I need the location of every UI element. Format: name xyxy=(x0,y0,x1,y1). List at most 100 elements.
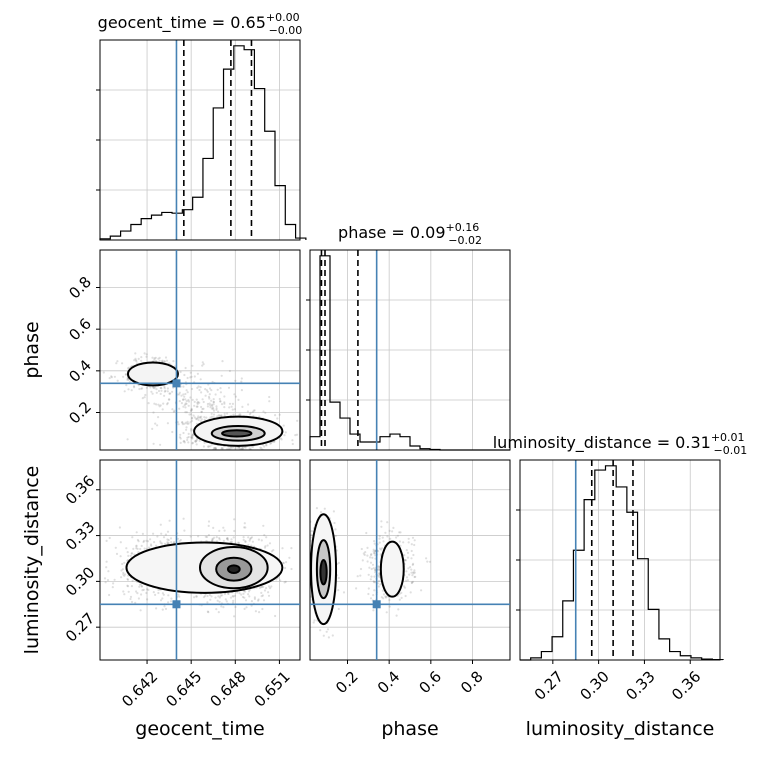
sample-point xyxy=(204,535,207,538)
sample-point xyxy=(187,404,190,407)
sample-point xyxy=(168,398,171,401)
sample-point xyxy=(105,566,108,569)
sample-point xyxy=(207,445,210,448)
sample-point xyxy=(213,447,216,450)
sample-point xyxy=(270,441,273,445)
sample-point xyxy=(323,507,326,510)
sample-point xyxy=(270,585,273,588)
sample-point xyxy=(223,402,226,405)
sample-point xyxy=(206,594,209,598)
sample-point xyxy=(182,405,185,408)
sample-point xyxy=(197,418,200,422)
sample-point xyxy=(169,392,172,395)
sample-point xyxy=(373,589,376,592)
sample-point xyxy=(171,430,174,434)
sample-point xyxy=(222,539,225,543)
sample-point xyxy=(252,409,255,412)
sample-point xyxy=(215,408,218,411)
sample-point xyxy=(162,593,165,596)
sample-point xyxy=(208,593,211,597)
sample-point xyxy=(136,538,139,542)
sample-point xyxy=(268,400,271,403)
sample-point xyxy=(226,537,229,541)
sample-point xyxy=(372,550,375,553)
sample-point xyxy=(127,554,130,558)
sample-point xyxy=(133,359,136,362)
sample-point xyxy=(230,405,233,408)
sample-point xyxy=(384,531,387,534)
sample-point xyxy=(140,544,143,548)
sample-point xyxy=(196,372,199,375)
sample-point xyxy=(125,373,128,376)
sample-point xyxy=(137,357,140,360)
sample-point xyxy=(425,557,428,560)
sample-point xyxy=(373,575,376,578)
sample-point xyxy=(167,539,170,542)
truth-marker xyxy=(172,379,181,388)
sample-point xyxy=(333,521,336,525)
sample-point xyxy=(284,580,287,583)
sample-point xyxy=(251,540,254,543)
sample-point xyxy=(244,526,247,529)
sample-point xyxy=(337,589,340,592)
sample-point xyxy=(212,526,215,530)
sample-point xyxy=(236,446,239,449)
sample-point xyxy=(141,589,144,592)
sample-point xyxy=(149,386,152,389)
sample-point xyxy=(273,440,276,443)
sample-point xyxy=(274,414,277,417)
sample-point xyxy=(378,535,381,538)
sample-point xyxy=(146,588,149,591)
sample-point xyxy=(239,413,242,416)
sample-point xyxy=(403,586,407,589)
sample-point xyxy=(201,398,204,401)
sample-point xyxy=(282,561,285,564)
sample-point xyxy=(251,410,254,414)
sample-point xyxy=(413,543,416,547)
sample-point xyxy=(210,407,214,410)
sample-point xyxy=(342,591,346,594)
sample-point xyxy=(260,539,263,542)
sample-point xyxy=(145,386,148,389)
sample-point xyxy=(116,379,119,382)
sample-point xyxy=(379,553,382,556)
sample-point xyxy=(191,437,194,440)
sample-point xyxy=(222,606,225,609)
sample-point xyxy=(243,526,246,529)
sample-point xyxy=(262,599,266,602)
sample-point xyxy=(408,573,411,576)
sample-point xyxy=(210,595,213,598)
sample-point xyxy=(113,578,116,581)
sample-point xyxy=(119,555,122,558)
sample-point xyxy=(161,359,164,362)
sample-point xyxy=(204,388,207,391)
sample-point xyxy=(247,543,250,547)
contour xyxy=(319,559,328,586)
sample-point xyxy=(159,523,162,526)
scatter-luminosity_distance-vs-geocent_time xyxy=(99,459,301,661)
sample-point xyxy=(406,556,410,559)
sample-point xyxy=(242,592,245,595)
sample-point xyxy=(283,434,286,437)
sample-point xyxy=(189,429,193,432)
sample-point xyxy=(359,574,362,577)
sample-point xyxy=(247,590,251,593)
sample-point xyxy=(153,357,156,360)
sample-point xyxy=(211,539,214,542)
sample-point xyxy=(382,540,385,543)
sample-point xyxy=(403,585,406,588)
sample-point xyxy=(187,435,190,439)
sample-point xyxy=(157,403,160,406)
sample-point xyxy=(178,540,181,543)
sample-point xyxy=(223,395,226,398)
sample-point xyxy=(399,531,402,534)
scatter-phase-vs-geocent_time xyxy=(99,249,301,451)
sample-point xyxy=(159,404,162,407)
sample-point xyxy=(244,540,247,543)
sample-point xyxy=(201,407,204,411)
sample-point xyxy=(260,447,263,450)
sample-point xyxy=(131,552,134,555)
sample-point xyxy=(183,373,186,377)
sample-point xyxy=(377,579,381,583)
x-axis-label: luminosity_distance xyxy=(526,718,715,740)
